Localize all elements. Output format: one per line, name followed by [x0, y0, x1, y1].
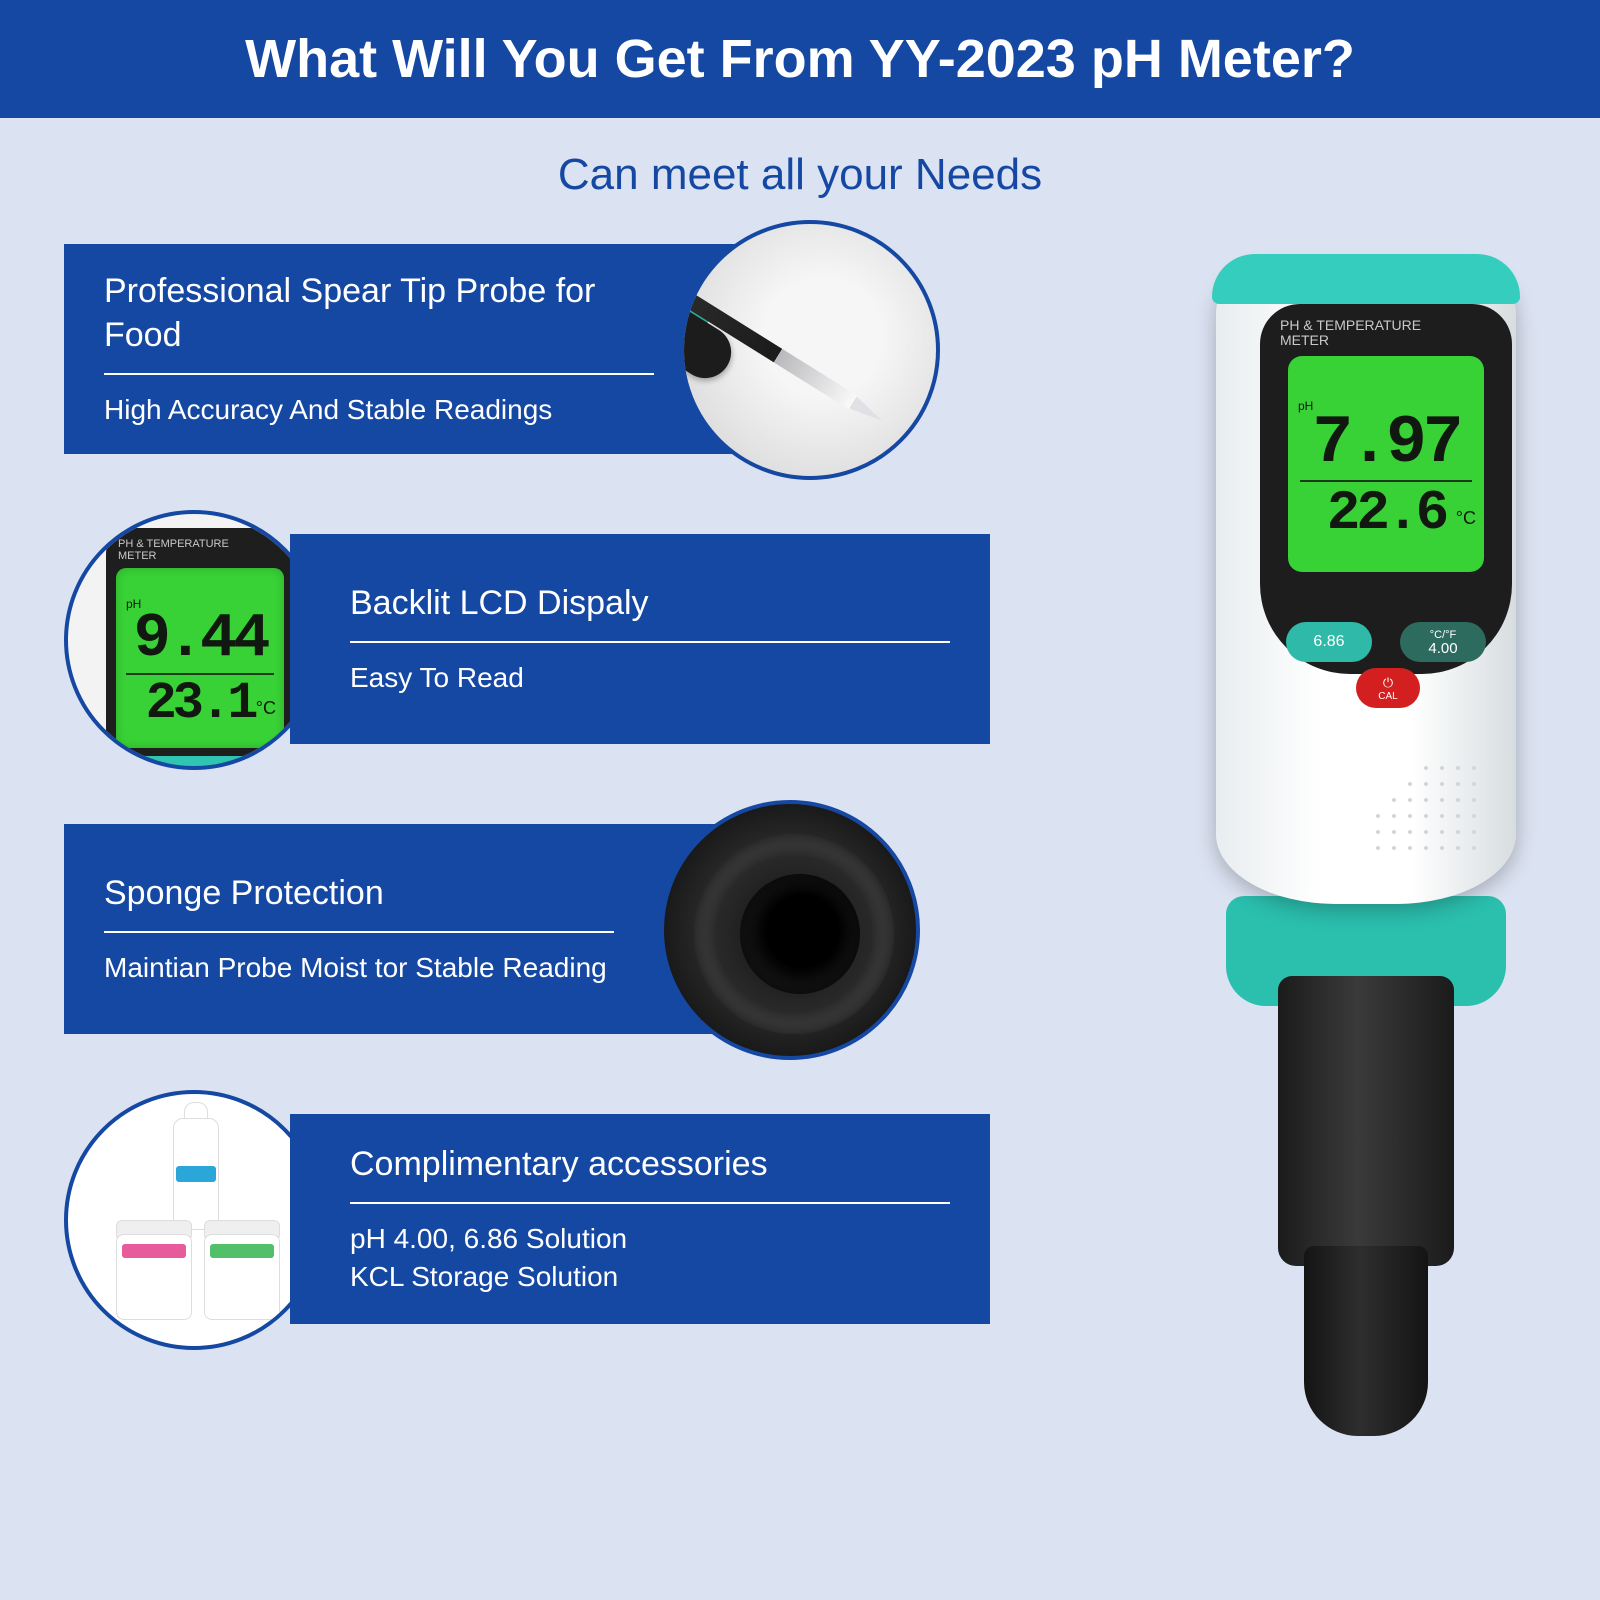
probe-tip-image [680, 220, 940, 480]
header-title: What Will You Get From YY-2023 pH Meter? [245, 29, 1355, 89]
ph-meter-device: PH & TEMPERATURE METER pH 7.97 22.6 °C 6… [1196, 264, 1536, 1424]
device-face-label: PH & TEMPERATURE METER [1260, 304, 1512, 349]
sponge-image [660, 800, 920, 1060]
feature-banner-2: Backlit LCD Dispaly Easy To Read [290, 534, 990, 744]
device-face: PH & TEMPERATURE METER pH 7.97 22.6 °C 6… [1260, 304, 1512, 674]
device-button-row: 6.86 °C/°F 4.00 [1286, 622, 1486, 662]
divider [104, 931, 614, 933]
divider [350, 641, 950, 643]
device-temp-value: 22.6 [1327, 488, 1445, 538]
device-ph-label: pH [1298, 399, 1313, 413]
grip-texture [1370, 760, 1480, 860]
feature-title-1: Professional Spear Tip Probe for Food [104, 269, 654, 357]
page-header: What Will You Get From YY-2023 pH Meter? [0, 0, 1600, 118]
feature-desc-3: Maintian Probe Moist tor Stable Reading [104, 949, 614, 987]
content-area: Professional Spear Tip Probe for Food Hi… [0, 244, 1600, 1564]
lcd-ph-value: 9.44 [134, 611, 267, 667]
device-screen: pH 7.97 22.6 °C [1288, 356, 1484, 572]
btn-686: 6.86 [1286, 622, 1372, 662]
divider [350, 1202, 950, 1204]
device-probe-upper [1278, 976, 1454, 1266]
btn-400: °C/°F 4.00 [1400, 622, 1486, 662]
feature-desc-4: pH 4.00, 6.86 Solution KCL Storage Solut… [350, 1220, 950, 1296]
device-top-cap [1212, 254, 1520, 304]
divider [104, 373, 654, 375]
feature-banner-4: Complimentary accessories pH 4.00, 6.86 … [290, 1114, 990, 1324]
feature-title-2: Backlit LCD Dispaly [350, 581, 950, 625]
lcd-image: PH & TEMPERATURE METER pH 9.44 23.1 °C [64, 510, 324, 770]
lcd-temp-value: 23.1 [146, 681, 255, 728]
feature-desc-2: Easy To Read [350, 659, 950, 697]
feature-title-4: Complimentary accessories [350, 1142, 950, 1186]
device-probe-lower [1304, 1246, 1428, 1436]
accessories-image [64, 1090, 324, 1350]
feature-desc-1: High Accuracy And Stable Readings [104, 391, 654, 429]
device-body: PH & TEMPERATURE METER pH 7.97 22.6 °C 6… [1216, 264, 1516, 904]
lcd-screen: pH 9.44 23.1 °C [116, 568, 284, 748]
device-ph-value: 7.97 [1312, 413, 1459, 474]
device-temp-unit: °C [1456, 508, 1476, 529]
lcd-temp-unit: °C [256, 698, 276, 719]
feature-title-3: Sponge Protection [104, 871, 614, 915]
lcd-meter-label: PH & TEMPERATURE METER [118, 538, 286, 562]
